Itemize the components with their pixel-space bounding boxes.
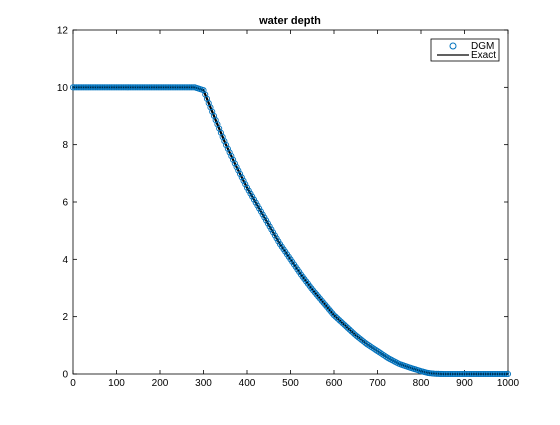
dgm-marker [273,235,280,242]
x-tick-label: 600 [326,378,343,389]
dgm-marker [252,199,259,206]
plot-axes: 0 100 200 300 400 500 600 700 800 900 1000 0 2 4 6 8 10 1… [57,26,520,390]
dgm-marker [223,142,230,149]
dgm-marker [249,193,256,200]
dgm-marker [346,326,353,333]
dgm-marker [247,190,254,197]
dgm-marker [235,167,242,174]
x-tick-label: 1000 [497,378,520,389]
plot-area-box [72,29,509,375]
x-tick-label: 400 [239,378,256,389]
dgm-marker [242,181,249,188]
y-tick-label: 0 [62,370,68,381]
dgm-marker [231,160,238,167]
dgm-marker [343,323,350,330]
dgm-marker [332,313,339,320]
chart-title: water depth [258,15,321,27]
dgm-marker [257,208,264,215]
legend-dgm-label: DGM [471,41,494,52]
dgm-marker [270,229,277,236]
dgm-marker [268,226,275,233]
dgm-marker [344,325,351,332]
dgm-marker [224,145,231,152]
dgm-marker [348,328,355,335]
dgm-marker [240,177,247,184]
dgm-marker [337,318,345,325]
dgm-marker [504,370,512,378]
dgm-marker [264,220,271,227]
dgm-marker [226,149,233,156]
x-tick-label: 100 [108,378,125,389]
x-tick-label: 700 [369,378,386,389]
dgm-marker [243,184,251,191]
y-tick-label: 4 [62,255,68,266]
dgm-marker [503,370,510,378]
dgm-marker [271,232,278,239]
dgm-marker [228,153,235,160]
dgm-marker [259,211,266,218]
x-tick-label: 500 [282,378,299,389]
dgm-marker [250,196,258,203]
x-tick-label: 200 [152,378,169,389]
dgm-marker [238,174,245,181]
dgm-marker [350,329,357,336]
x-tick-label: 800 [413,378,430,389]
x-tick-label: 300 [195,378,212,389]
legend-exact-label: Exact [471,50,496,61]
y-tick-label: 12 [57,26,69,37]
dgm-marker [330,312,338,319]
dgm-marker [266,223,273,230]
dgm-marker [254,202,261,209]
dgm-marker [263,217,270,224]
dgm-marker [334,315,341,322]
dgm-marker [221,138,228,145]
dgm-marker [236,170,244,177]
dgm-marker [256,205,263,212]
x-tick-label: 900 [456,378,473,389]
dgm-marker [261,214,268,221]
dgm-marker [230,156,237,163]
y-tick-label: 8 [62,140,68,151]
dgm-marker [501,370,508,378]
x-tick-label: 0 [70,378,76,389]
y-tick-label: 6 [62,198,68,209]
dgm-marker [341,321,348,328]
dgm-marker [233,163,240,171]
dgm-marker [336,316,343,324]
series-dgm [69,84,512,378]
y-tick-label: 2 [62,312,68,323]
legend-dgm-marker [449,42,457,50]
dgm-marker [339,320,346,327]
y-tick-label: 10 [57,83,69,94]
dgm-marker [245,187,252,194]
